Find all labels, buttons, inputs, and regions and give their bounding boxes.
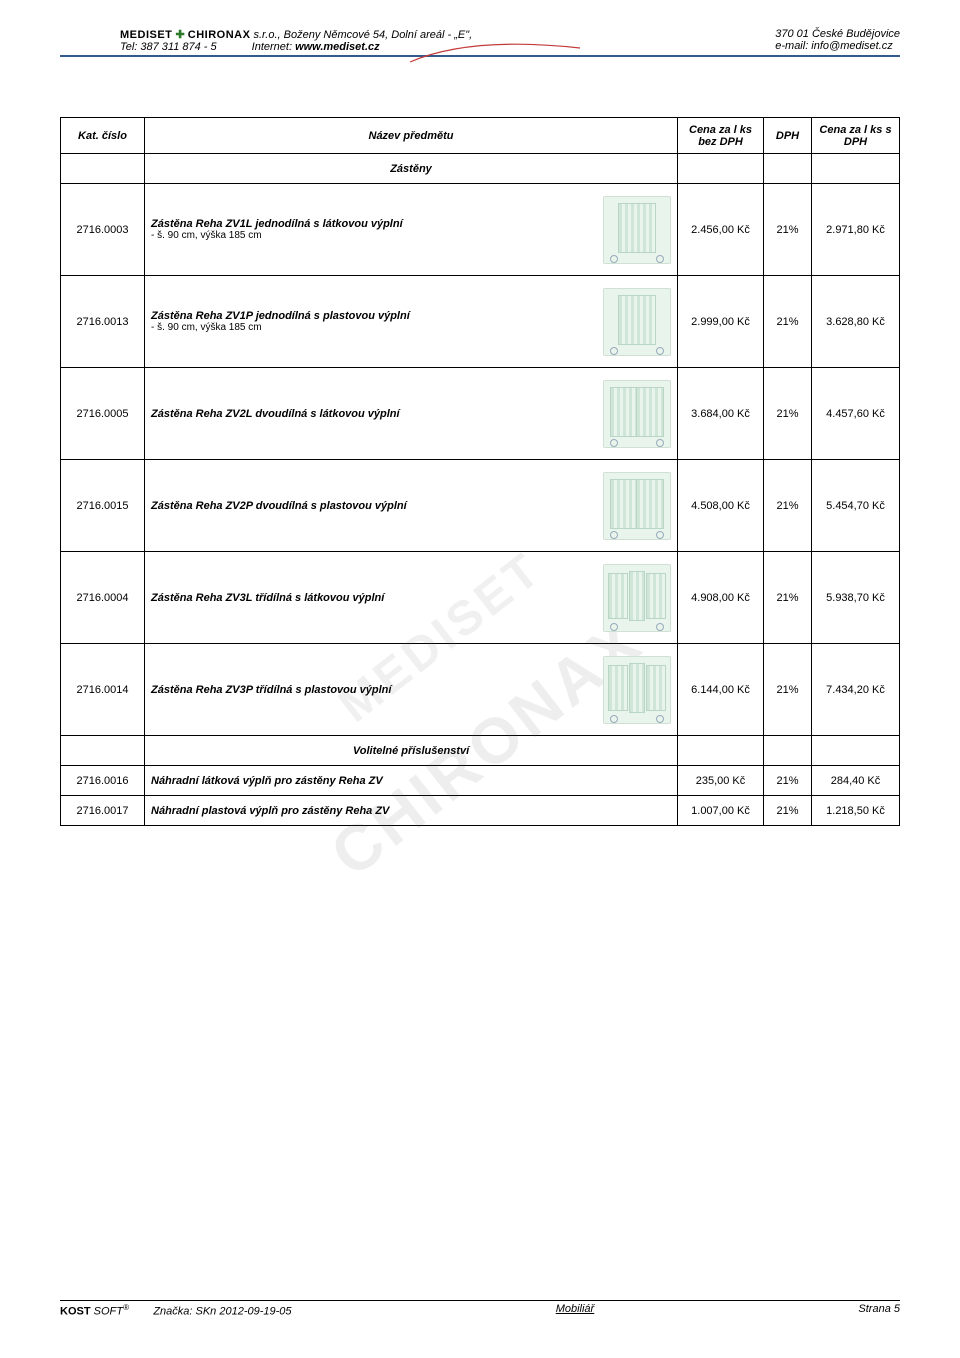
product-sub: - š. 90 cm, výška 185 cm: [151, 322, 595, 333]
footer-brand-reg: ®: [123, 1303, 129, 1312]
table-row: 2716.0005 Zástěna Reha ZV2L dvoudílná s l…: [61, 368, 900, 460]
page-header: MEDISET ✚ CHIRONAX s.r.o., Boženy Němcov…: [60, 28, 900, 57]
product-thumb-icon: [603, 564, 671, 632]
accessory-vat: 21%: [764, 796, 812, 826]
table-row: 2716.0014 Zástěna Reha ZV3P třídílná s pl…: [61, 644, 900, 736]
th-price-ex: Cena za l ks bez DPH: [678, 118, 764, 154]
product-sub: - š. 90 cm, výška 185 cm: [151, 230, 595, 241]
header-swoosh-icon: [410, 44, 580, 64]
accessory-vat: 21%: [764, 766, 812, 796]
header-tel: Tel: 387 311 874 - 5: [120, 41, 217, 53]
product-thumb-icon: [603, 472, 671, 540]
product-thumb-icon: [603, 196, 671, 264]
category-row: Zástěny: [61, 154, 900, 184]
product-vat: 21%: [764, 644, 812, 736]
product-thumb-icon: [603, 656, 671, 724]
product-price-inc: 2.971,80 Kč: [812, 184, 900, 276]
product-price-inc: 4.457,60 Kč: [812, 368, 900, 460]
th-name: Název předmětu: [145, 118, 678, 154]
header-city: 370 01 České Budějovice: [775, 28, 900, 40]
product-name: Zástěna Reha ZV3L třídílná s látkovou vý…: [151, 592, 595, 604]
company-suffix: s.r.o., Boženy Němcové 54, Dolní areál -…: [253, 29, 472, 41]
category-label: Zástěny: [145, 154, 678, 184]
product-thumb-icon: [603, 380, 671, 448]
product-price-ex: 2.999,00 Kč: [678, 276, 764, 368]
th-code: Kat. číslo: [61, 118, 145, 154]
company-name-1: MEDISET: [120, 29, 172, 41]
product-price-ex: 2.456,00 Kč: [678, 184, 764, 276]
product-name: Zástěna Reha ZV2L dvoudílná s látkovou v…: [151, 408, 595, 420]
product-code: 2716.0004: [61, 552, 145, 644]
product-code: 2716.0003: [61, 184, 145, 276]
product-price-inc: 7.434,20 Kč: [812, 644, 900, 736]
accessory-name: Náhradní plastová výplň pro zástěny Reha…: [145, 796, 678, 826]
product-vat: 21%: [764, 184, 812, 276]
accessory-price-ex: 235,00 Kč: [678, 766, 764, 796]
product-vat: 21%: [764, 460, 812, 552]
product-thumb-icon: [603, 288, 671, 356]
accessory-price-inc: 284,40 Kč: [812, 766, 900, 796]
company-name-2: CHIRONAX: [188, 29, 251, 41]
product-code: 2716.0014: [61, 644, 145, 736]
table-row: 2716.0017Náhradní plastová výplň pro zás…: [61, 796, 900, 826]
table-row: 2716.0013 Zástěna Reha ZV1P jednodílná s …: [61, 276, 900, 368]
product-name: Zástěna Reha ZV1P jednodílná s plastovou…: [151, 310, 595, 322]
page-footer: KOST SOFT® Značka: SKn 2012-09-19-05 Mob…: [60, 1300, 900, 1318]
footer-page: Strana 5: [858, 1303, 900, 1318]
footer-center: Mobiliář: [556, 1303, 595, 1318]
product-price-ex: 3.684,00 Kč: [678, 368, 764, 460]
table-row: 2716.0015 Zástěna Reha ZV2P dvoudílná s p…: [61, 460, 900, 552]
product-name: Zástěna Reha ZV3P třídílná s plastovou v…: [151, 684, 595, 696]
header-internet-value: www.mediset.cz: [295, 41, 380, 53]
accessory-price-inc: 1.218,50 Kč: [812, 796, 900, 826]
product-code: 2716.0005: [61, 368, 145, 460]
product-code: 2716.0013: [61, 276, 145, 368]
header-email: e-mail: info@mediset.cz: [775, 40, 900, 52]
product-code: 2716.0015: [61, 460, 145, 552]
product-price-inc: 5.454,70 Kč: [812, 460, 900, 552]
price-table: Kat. číslo Název předmětu Cena za l ks b…: [60, 117, 900, 826]
product-vat: 21%: [764, 368, 812, 460]
table-row: 2716.0003 Zástěna Reha ZV1L jednodílná s …: [61, 184, 900, 276]
product-name: Zástěna Reha ZV1L jednodílná s látkovou …: [151, 218, 595, 230]
product-price-inc: 3.628,80 Kč: [812, 276, 900, 368]
th-price-inc: Cena za l ks s DPH: [812, 118, 900, 154]
table-row: 2716.0004 Zástěna Reha ZV3L třídílná s lá…: [61, 552, 900, 644]
footer-brand-bold: KOST: [60, 1306, 91, 1318]
accessory-code: 2716.0017: [61, 796, 145, 826]
category-label: Volitelné příslušenství: [145, 736, 678, 766]
product-name: Zástěna Reha ZV2P dvoudílná s plastovou …: [151, 500, 595, 512]
product-vat: 21%: [764, 276, 812, 368]
accessory-name: Náhradní látková výplň pro zástěny Reha …: [145, 766, 678, 796]
product-price-ex: 4.508,00 Kč: [678, 460, 764, 552]
product-price-inc: 5.938,70 Kč: [812, 552, 900, 644]
company-plus-icon: ✚: [175, 29, 184, 41]
product-price-ex: 4.908,00 Kč: [678, 552, 764, 644]
product-vat: 21%: [764, 552, 812, 644]
table-header-row: Kat. číslo Název předmětu Cena za l ks b…: [61, 118, 900, 154]
table-row: 2716.0016Náhradní látková výplň pro zást…: [61, 766, 900, 796]
accessory-price-ex: 1.007,00 Kč: [678, 796, 764, 826]
product-price-ex: 6.144,00 Kč: [678, 644, 764, 736]
accessory-code: 2716.0016: [61, 766, 145, 796]
header-internet-label: Internet:: [252, 41, 292, 53]
footer-brand-light: SOFT: [91, 1306, 123, 1318]
footer-mark: Značka: SKn 2012-09-19-05: [153, 1306, 291, 1318]
category-row: Volitelné příslušenství: [61, 736, 900, 766]
th-vat: DPH: [764, 118, 812, 154]
